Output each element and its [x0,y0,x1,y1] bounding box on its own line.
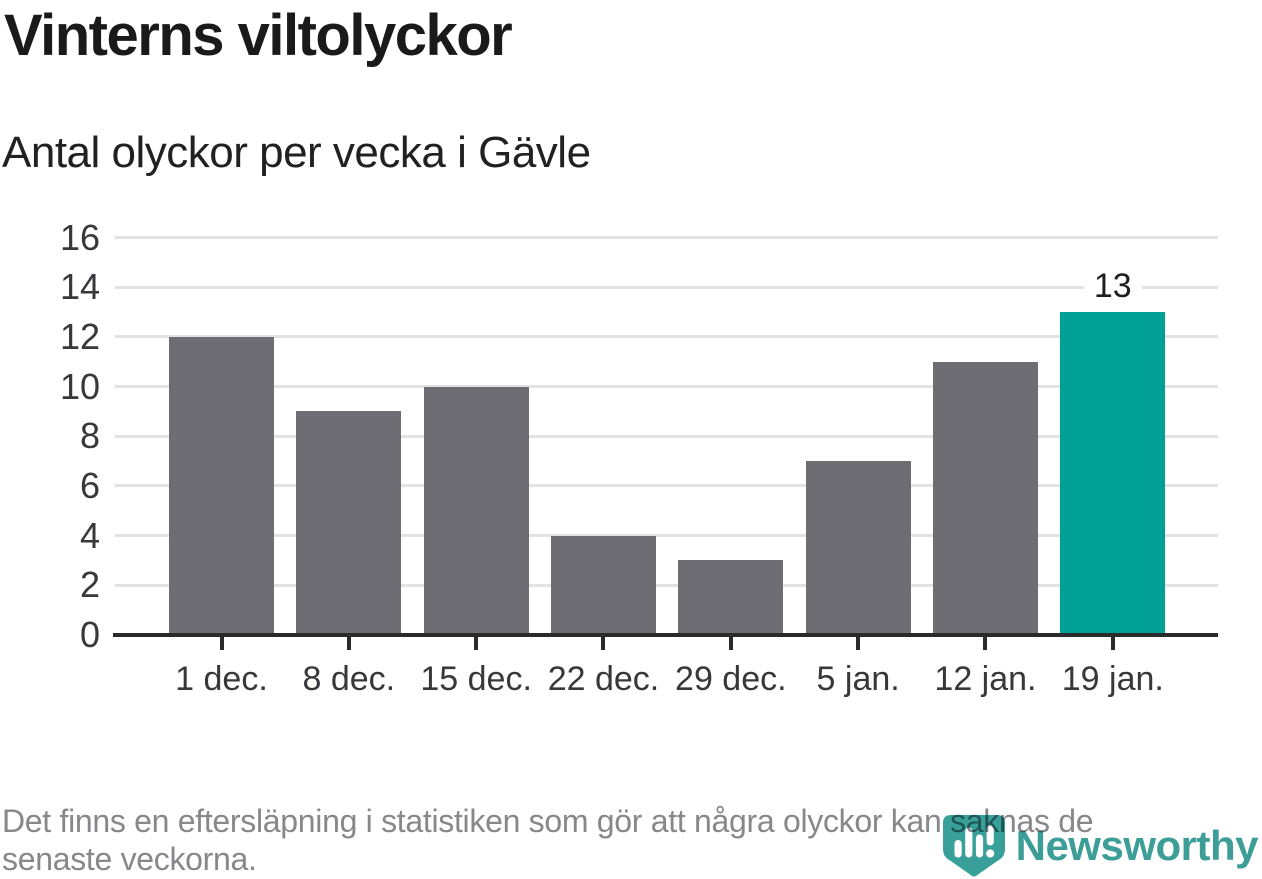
x-axis-label-3: 22 dec. [547,660,660,698]
y-axis-label-8: 8 [79,415,100,457]
x-axis-label-2: 15 dec. [420,660,532,698]
bar-19jan [1060,312,1166,635]
gridline-y-14 [115,285,1218,289]
x-axis-label-1: 8 dec. [302,660,396,698]
x-axis-label-7: 19 jan. [1061,660,1164,698]
x-axis-tick-1 [346,637,351,650]
x-axis-tick-7 [1110,637,1115,650]
y-axis-label-12: 12 [59,315,100,357]
y-axis-label-6: 6 [79,464,100,506]
bar-22dec [550,535,656,635]
chart-subtitle: Antal olyckor per vecka i Gävle [2,128,591,177]
gridline-y-12 [115,335,1218,339]
x-axis-label-6: 12 jan. [934,660,1037,698]
gridline-y-2 [115,583,1218,587]
y-axis-label-10: 10 [59,365,100,407]
y-axis-label-14: 14 [59,266,100,308]
y-axis-label-0: 0 [79,614,100,655]
x-axis-label-5: 5 jan. [816,660,900,698]
footer-note-line-2: senaste veckorna. [2,841,257,877]
gridline-y-16 [115,236,1218,240]
x-axis-tick-0 [219,637,224,650]
x-axis-tick-2 [474,637,479,650]
bar-1dec [169,336,274,635]
x-axis-line [113,633,1218,637]
footer-note-line-1: Det finns en eftersläpning i statistiken… [2,803,1094,839]
x-axis-label-0: 1 dec. [175,660,268,698]
gridline-y-6 [115,484,1218,488]
chart-title: Vinterns viltolyckor [4,3,513,68]
bar-29dec [678,560,784,635]
bar-15dec [423,386,529,635]
gridline-y-4 [115,534,1218,538]
footer-note: Det finns en eftersläpning i statistiken… [2,802,1094,878]
data-label-highlight: 13 [1083,266,1142,307]
x-axis-tick-5 [856,637,861,650]
y-axis-label-4: 4 [79,514,100,556]
newsworthy-pin-icon [941,813,1007,879]
y-axis-label-16: 16 [59,216,100,258]
gridline-y-8 [115,434,1218,438]
gridline-y-10 [115,385,1218,389]
y-axis-label-2: 2 [79,564,100,606]
bar-5jan [805,461,911,635]
x-axis-tick-4 [728,637,733,650]
bar-8dec [296,411,402,635]
x-axis-label-4: 29 dec. [675,660,787,698]
x-axis-tick-3 [601,637,606,650]
newsworthy-logo: Newsworthy [941,812,1259,879]
x-axis-tick-6 [983,637,988,650]
bar-12jan [932,361,1038,635]
newsworthy-wordmark: Newsworthy [1015,822,1259,869]
